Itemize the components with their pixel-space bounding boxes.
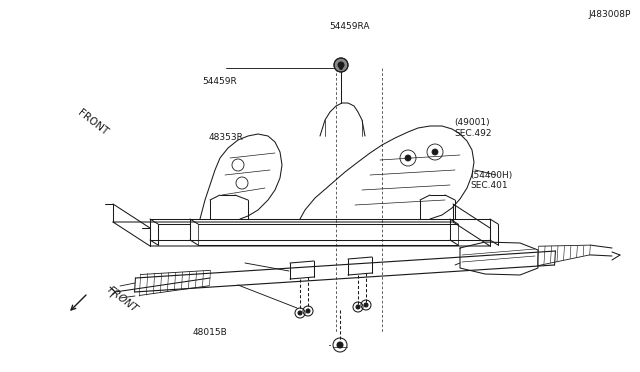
Circle shape bbox=[334, 58, 348, 72]
Text: 48015B: 48015B bbox=[193, 328, 227, 337]
Text: 54459RA: 54459RA bbox=[330, 22, 370, 31]
Text: 54459R: 54459R bbox=[202, 77, 237, 86]
Circle shape bbox=[364, 303, 368, 307]
Circle shape bbox=[339, 67, 342, 70]
Text: 48353R: 48353R bbox=[209, 133, 243, 142]
Text: SEC.401: SEC.401 bbox=[470, 182, 508, 190]
Circle shape bbox=[356, 305, 360, 309]
Circle shape bbox=[298, 311, 302, 315]
Circle shape bbox=[337, 342, 343, 348]
Text: (49001): (49001) bbox=[454, 118, 490, 127]
Circle shape bbox=[306, 309, 310, 313]
Circle shape bbox=[338, 62, 344, 68]
Text: SEC.492: SEC.492 bbox=[454, 129, 492, 138]
Text: FRONT: FRONT bbox=[76, 107, 109, 137]
Text: FRONT: FRONT bbox=[105, 285, 139, 315]
Text: (54400H): (54400H) bbox=[470, 171, 513, 180]
Circle shape bbox=[432, 149, 438, 155]
Text: J483008P: J483008P bbox=[588, 10, 630, 19]
Circle shape bbox=[405, 155, 411, 161]
